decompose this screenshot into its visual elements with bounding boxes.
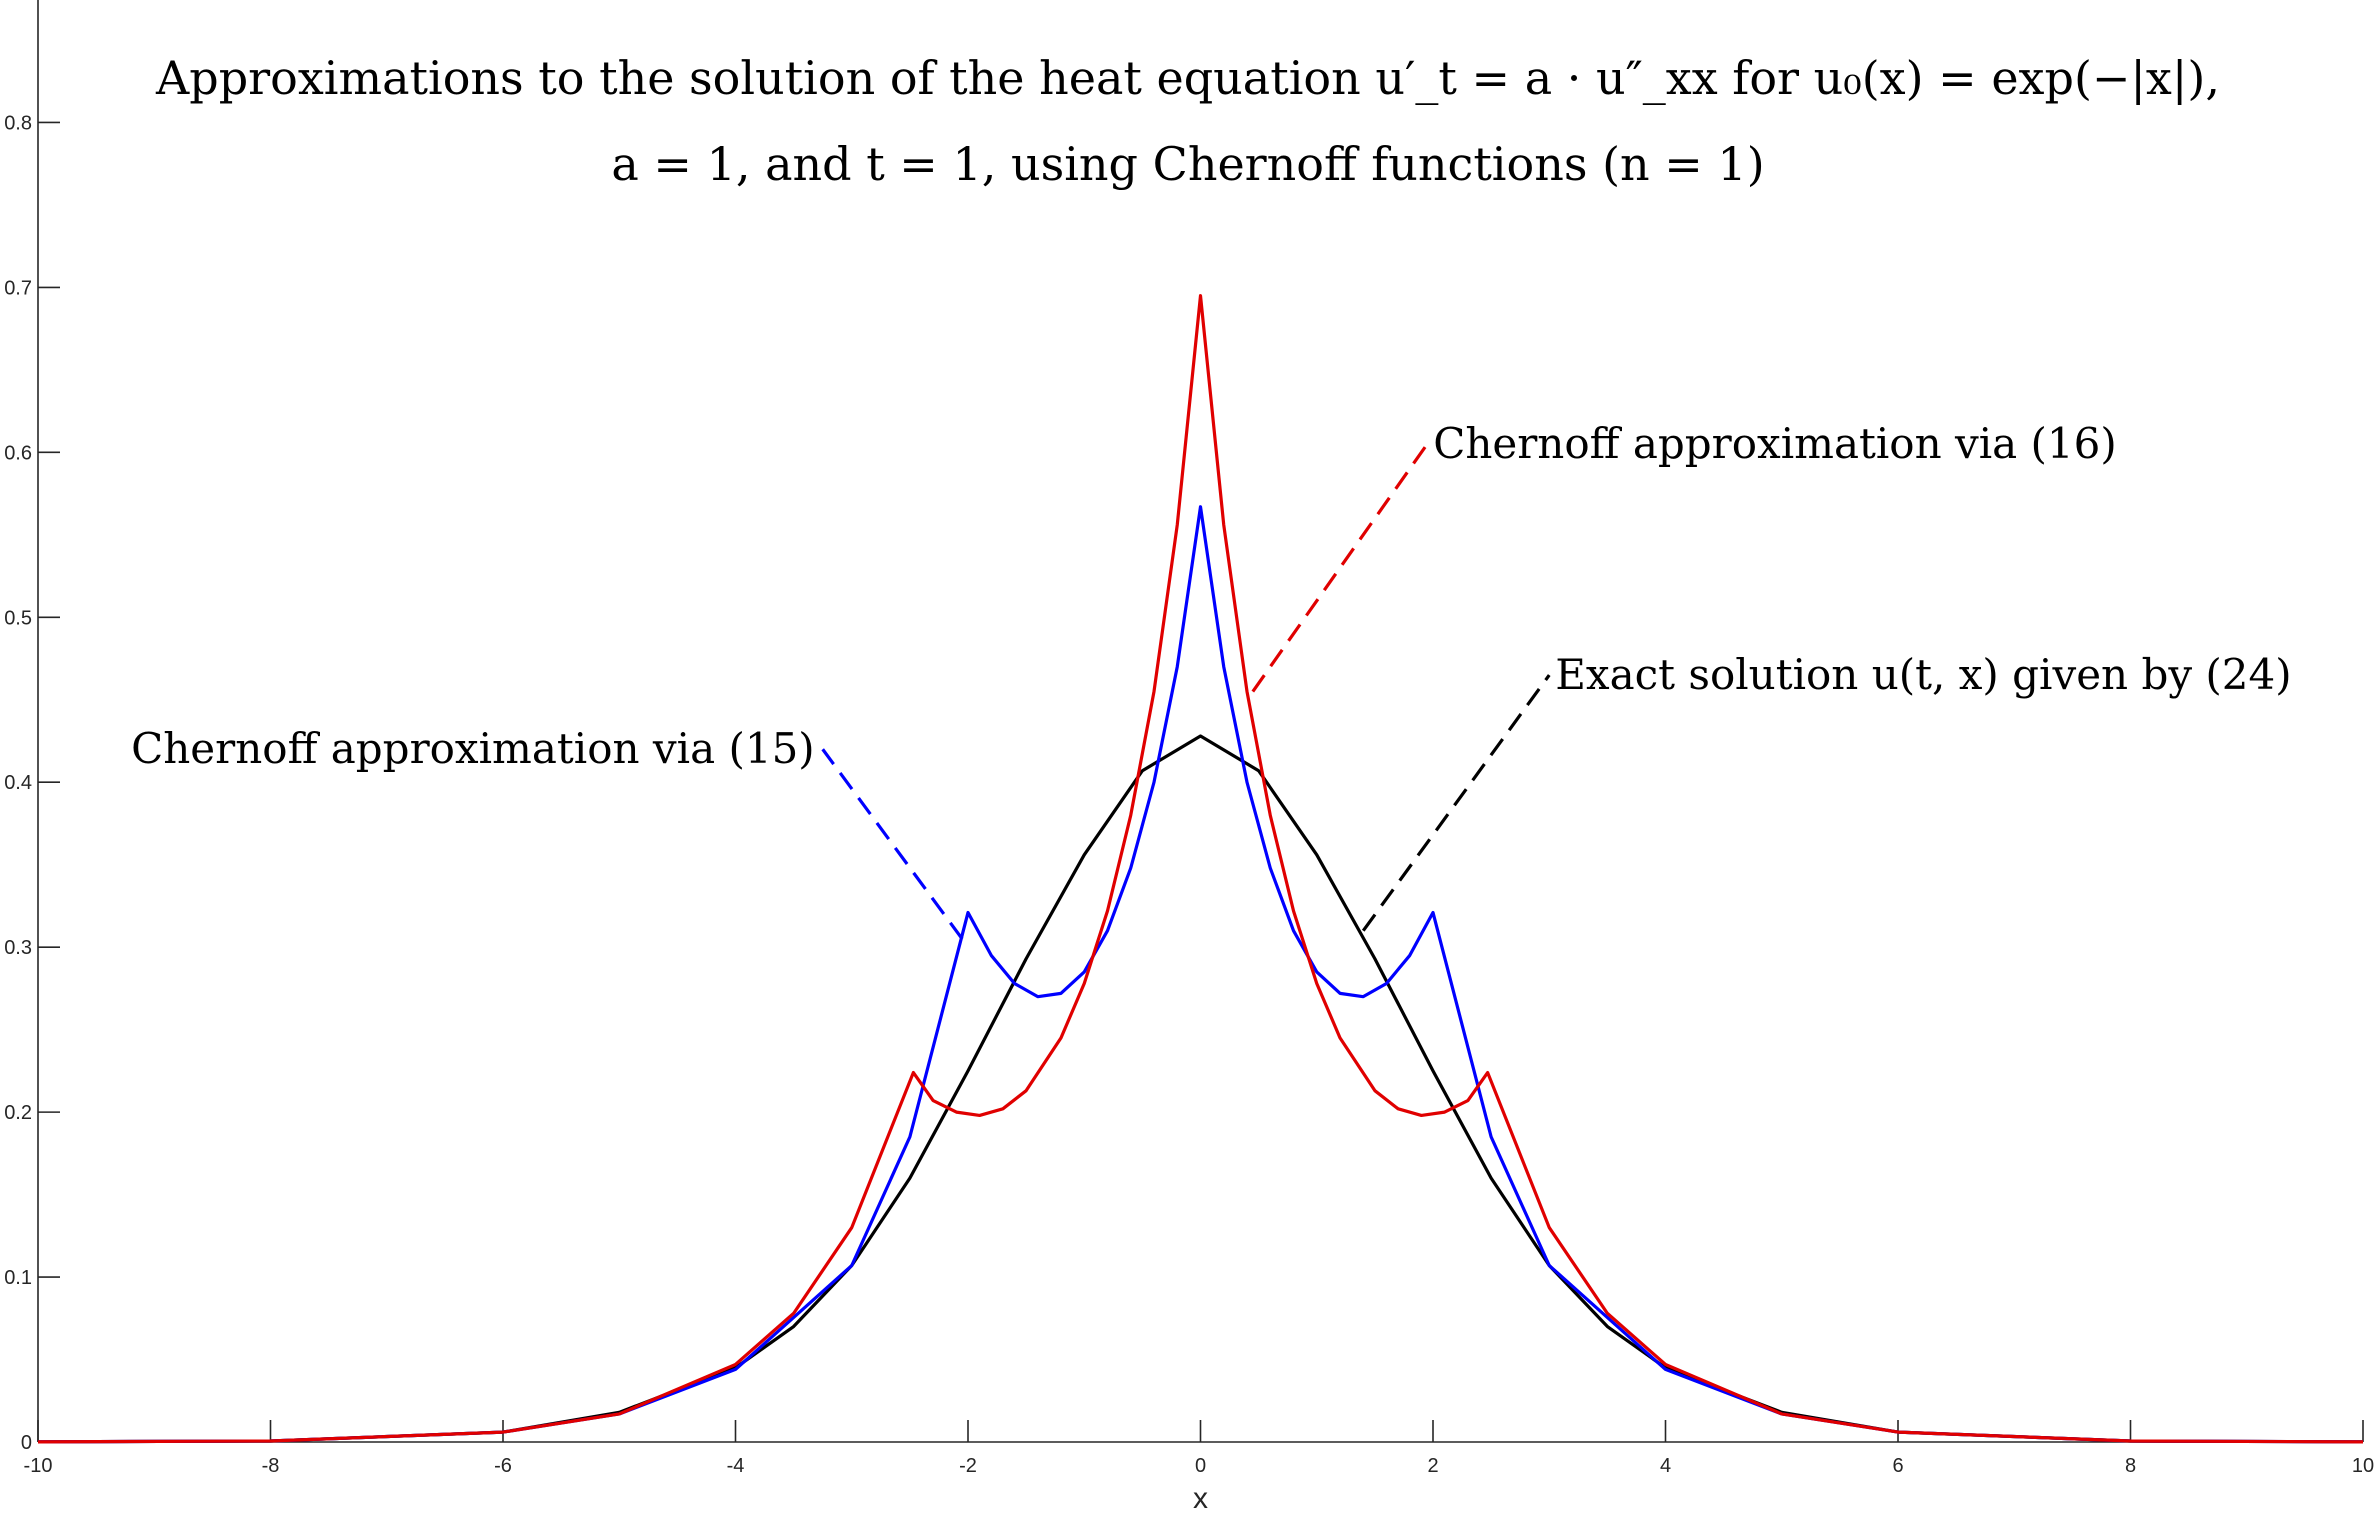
y-tick-label: 0.6 — [4, 442, 32, 464]
x-tick-label: -8 — [262, 1455, 280, 1477]
title-line-2: a = 1, and t = 1, using Chernoff functio… — [611, 137, 1764, 191]
annotation-leader-2 — [821, 748, 964, 940]
y-tick-label: 0.8 — [4, 112, 32, 134]
annotation-layer: Chernoff approximation via (16) Exact sol… — [131, 419, 2292, 940]
y-tick-label: 0.2 — [4, 1102, 32, 1124]
x-axis-label: x — [1193, 1482, 1208, 1513]
annotation-leader-0 — [1251, 443, 1429, 693]
annotation-leader-1 — [1361, 674, 1551, 932]
x-tick-label: -4 — [727, 1455, 745, 1477]
title-line-1: Approximations to the solution of the he… — [155, 51, 2220, 105]
y-tick-label: 0 — [21, 1432, 32, 1454]
y-tick-label: 0.3 — [4, 937, 32, 959]
x-tick-label: 4 — [1660, 1455, 1671, 1477]
x-tick-label: -10 — [24, 1455, 53, 1477]
x-tick-label: 10 — [2352, 1455, 2374, 1477]
series-layer — [37, 294, 2364, 1444]
x-tick-label: 6 — [1892, 1455, 1903, 1477]
axes: -10 -8 -6 -4 -2 0 2 4 6 8 10 0 0.1 0.2 0.3 0.4 0.5 0.6 0.7… — [4, 0, 2374, 1477]
y-tick-label: 0.1 — [4, 1267, 32, 1289]
x-tick-label: -6 — [494, 1455, 512, 1477]
series-line-2 — [37, 294, 2364, 1444]
series-line-0 — [37, 734, 2364, 1444]
series-line-1 — [37, 505, 2364, 1444]
annotation-label-1: Exact solution u(t, x) given by (24) — [1555, 650, 2291, 699]
annotation-label-2: Chernoff approximation via (15) — [131, 724, 815, 773]
y-tick-label: 0.7 — [4, 277, 32, 299]
x-tick-label: -2 — [959, 1455, 977, 1477]
x-tick-label: 8 — [2125, 1455, 2136, 1477]
annotation-label-0: Chernoff approximation via (16) — [1433, 419, 2117, 468]
y-tick-label: 0.4 — [4, 772, 32, 794]
chart-title: Approximations to the solution of the he… — [155, 51, 2220, 191]
y-tick-label: 0.5 — [4, 607, 32, 629]
x-tick-label: 0 — [1195, 1455, 1206, 1477]
x-tick-label: 2 — [1427, 1455, 1438, 1477]
